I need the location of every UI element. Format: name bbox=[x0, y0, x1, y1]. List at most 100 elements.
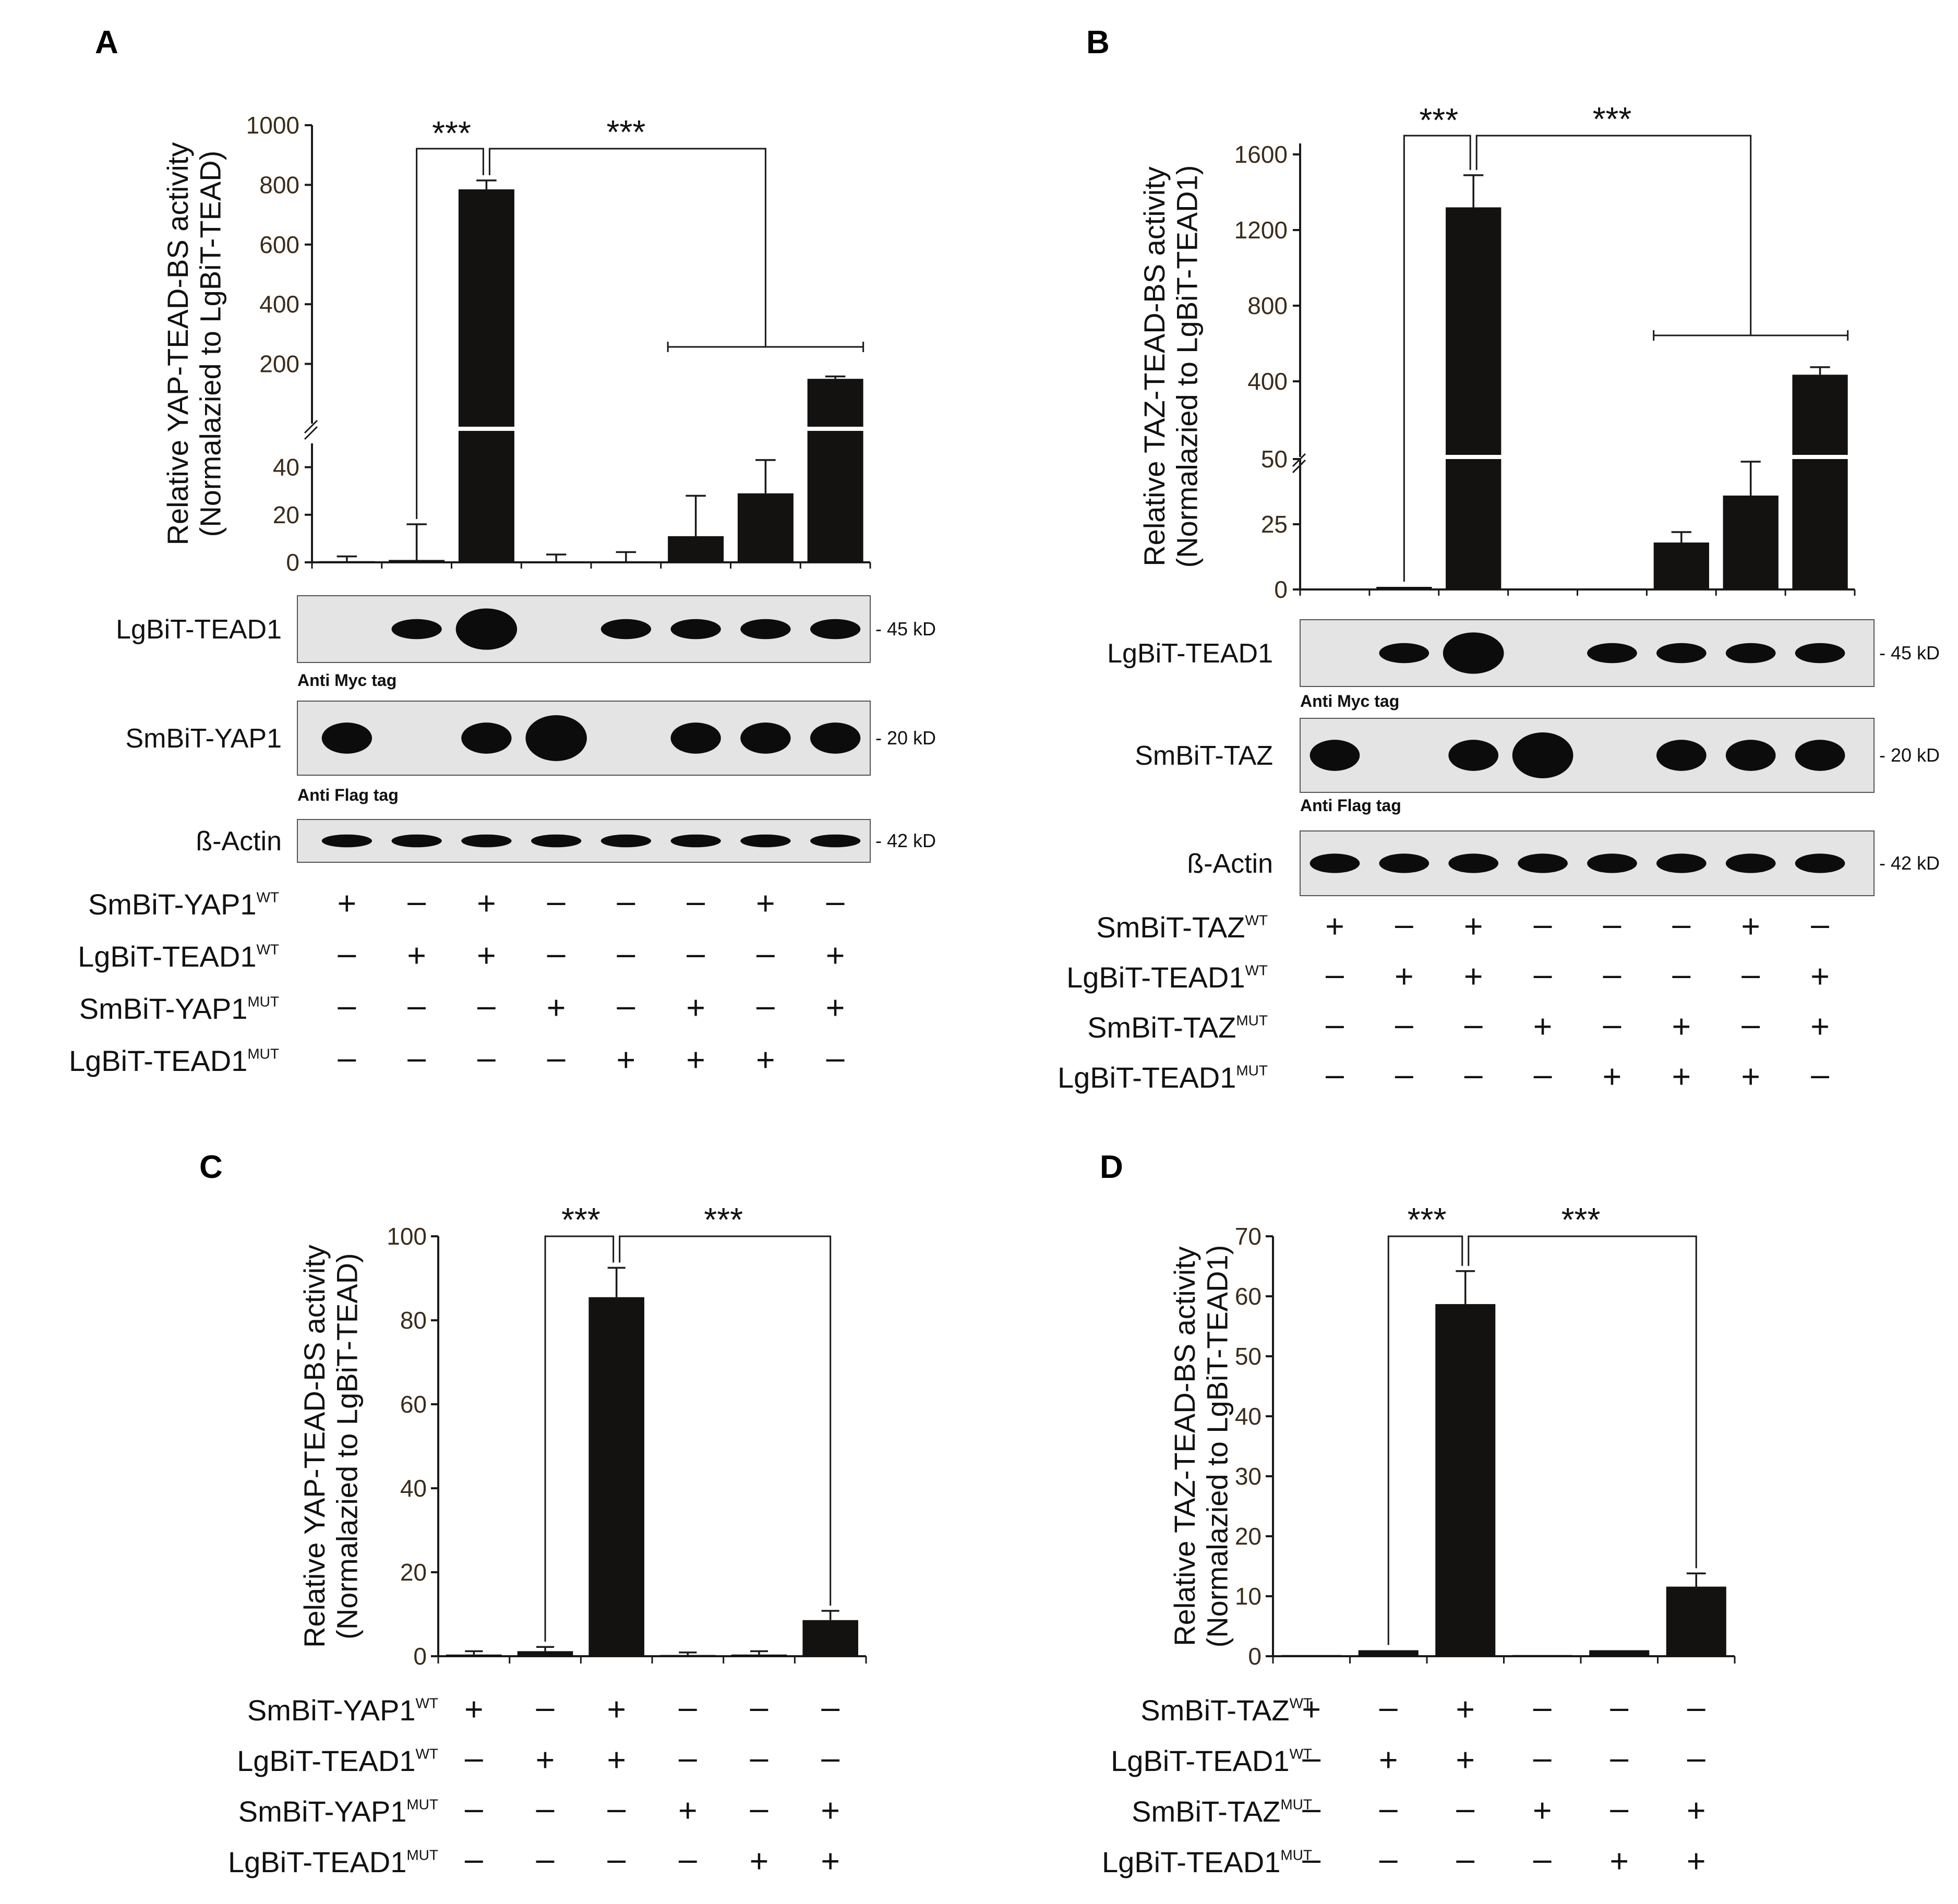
condition-sign: + bbox=[1395, 958, 1414, 995]
significance-label: *** bbox=[704, 1201, 743, 1238]
y-tick-label: 70 bbox=[1235, 1223, 1262, 1250]
condition-sign: – bbox=[1302, 1790, 1320, 1827]
bar bbox=[1589, 1650, 1650, 1656]
condition-sign: – bbox=[1326, 1056, 1344, 1093]
condition-sign: – bbox=[465, 1841, 483, 1877]
significance-bracket bbox=[1387, 1235, 1463, 1645]
condition-sign: – bbox=[826, 883, 845, 920]
condition-superscript: MUT bbox=[1236, 1062, 1268, 1078]
condition-name: LgBiT-TEAD1 bbox=[237, 1744, 415, 1777]
significance-bracket bbox=[1403, 135, 1471, 582]
blot-band bbox=[525, 715, 587, 762]
blot-band bbox=[1725, 643, 1776, 664]
condition-sign: – bbox=[607, 1841, 626, 1877]
significance-bracket bbox=[1475, 135, 1752, 335]
condition-sign: – bbox=[1456, 1790, 1474, 1827]
blot-antibody-label: Anti Myc tag bbox=[1300, 692, 1399, 710]
condition-sign: – bbox=[1395, 906, 1413, 943]
condition-label: LgBiT-TEAD1MUT bbox=[69, 1044, 279, 1077]
condition-label: LgBiT-TEAD1MUT bbox=[228, 1846, 438, 1878]
bar bbox=[1281, 1655, 1342, 1656]
condition-name: SmBiT-YAP1 bbox=[79, 992, 248, 1025]
bar bbox=[1376, 587, 1432, 589]
blot-band bbox=[1448, 740, 1499, 771]
y-axis-label-line: (Normalazied to LgBiT-TEAD1) bbox=[1171, 165, 1204, 568]
condition-sign: + bbox=[1379, 1742, 1398, 1778]
condition-sign: + bbox=[821, 1843, 840, 1879]
condition-sign: – bbox=[1687, 1689, 1705, 1726]
significance-label: *** bbox=[432, 114, 471, 152]
blot-protein-label: LgBiT-TEAD1 bbox=[1107, 638, 1273, 669]
y-axis-label: Relative YAP-TEAD-BS activity(Normalazie… bbox=[161, 142, 227, 546]
blot-band bbox=[1512, 732, 1573, 779]
y-axis-label: Relative YAP-TEAD-BS activity(Normalazie… bbox=[298, 1245, 364, 1648]
blot-band bbox=[1656, 853, 1707, 873]
condition-sign: + bbox=[756, 885, 775, 922]
significance-label: *** bbox=[1561, 1201, 1601, 1238]
condition-sign: + bbox=[686, 990, 705, 1026]
condition-sign: – bbox=[1610, 1790, 1628, 1827]
bar bbox=[1653, 543, 1709, 589]
panel-letter-c: C bbox=[199, 1149, 223, 1185]
bar bbox=[458, 189, 514, 563]
blot-band bbox=[391, 834, 442, 848]
condition-sign: – bbox=[407, 1040, 426, 1076]
condition-sign: – bbox=[821, 1689, 839, 1726]
condition-sign: + bbox=[1687, 1792, 1706, 1829]
blot-size-marker: - 42 kD bbox=[875, 830, 936, 851]
condition-sign: – bbox=[1603, 956, 1621, 993]
significance-label: *** bbox=[1593, 100, 1632, 138]
panel-b: B 1600 1200 800 400 50 25 0 *** *** Relative TAZ-… bbox=[1058, 25, 1940, 1095]
condition-sign: – bbox=[1534, 956, 1552, 993]
condition-label: SmBiT-TAZMUT bbox=[1087, 1011, 1268, 1044]
blot-band bbox=[321, 722, 373, 754]
condition-superscript: WT bbox=[415, 1745, 438, 1762]
condition-sign: – bbox=[1326, 956, 1344, 993]
y-tick-label: 400 bbox=[259, 291, 299, 318]
condition-sign: + bbox=[1456, 1742, 1475, 1778]
bar-break-gap bbox=[457, 427, 515, 431]
condition-sign: + bbox=[1741, 1058, 1760, 1095]
condition-sign: + bbox=[1533, 1008, 1553, 1045]
condition-superscript: WT bbox=[1289, 1745, 1312, 1762]
condition-sign: + bbox=[617, 1042, 636, 1078]
condition-sign: – bbox=[1534, 1056, 1552, 1093]
condition-sign: – bbox=[407, 883, 426, 920]
condition-sign: + bbox=[1672, 1058, 1691, 1095]
panel-letter-d: D bbox=[1100, 1149, 1123, 1185]
bar bbox=[731, 1654, 787, 1656]
condition-label: SmBiT-YAP1MUT bbox=[238, 1795, 438, 1828]
condition-superscript: MUT bbox=[1236, 1012, 1268, 1028]
condition-sign: – bbox=[1811, 906, 1829, 943]
significance-label: *** bbox=[561, 1201, 600, 1238]
blot-band bbox=[1795, 643, 1845, 664]
condition-sign: – bbox=[756, 935, 775, 972]
condition-sign: + bbox=[1810, 958, 1830, 995]
condition-sign: – bbox=[756, 987, 775, 1024]
blot-band bbox=[670, 619, 721, 640]
y-tick-label: 20 bbox=[1235, 1523, 1262, 1550]
blot-band bbox=[740, 834, 791, 848]
blot-band bbox=[391, 619, 442, 640]
condition-sign: – bbox=[1533, 1841, 1552, 1877]
y-tick-label: 1600 bbox=[1234, 141, 1288, 168]
bar bbox=[737, 493, 794, 562]
condition-sign: – bbox=[617, 935, 635, 972]
y-tick-label: 200 bbox=[259, 351, 299, 378]
condition-superscript: WT bbox=[256, 941, 279, 957]
condition-name: LgBiT-TEAD1 bbox=[1102, 1846, 1280, 1878]
blot-band bbox=[1795, 740, 1845, 771]
condition-superscript: MUT bbox=[406, 1847, 438, 1863]
y-tick-label: 1000 bbox=[246, 112, 299, 139]
condition-sign: + bbox=[826, 990, 845, 1026]
condition-sign: – bbox=[1302, 1841, 1320, 1877]
condition-superscript: WT bbox=[1245, 912, 1268, 928]
y-tick-label: 60 bbox=[400, 1391, 427, 1418]
significance-bracket bbox=[1468, 1235, 1697, 1569]
bar bbox=[1792, 375, 1848, 589]
blot-band bbox=[600, 834, 652, 848]
y-axis-label-line: Relative TAZ-TEAD-BS activity bbox=[1168, 1246, 1201, 1646]
blot-protein-label: SmBiT-YAP1 bbox=[125, 724, 282, 754]
condition-label: SmBiT-YAP1MUT bbox=[79, 992, 279, 1025]
